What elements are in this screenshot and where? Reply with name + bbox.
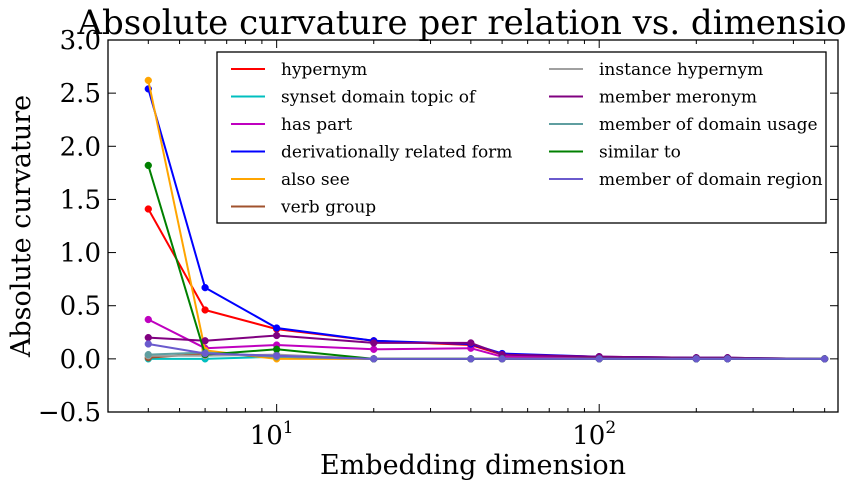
- data-point: [467, 355, 475, 363]
- series-layer: [144, 76, 829, 363]
- y-tick-label: 1.5: [60, 185, 101, 215]
- y-axis-label: Absolute curvature: [6, 95, 37, 358]
- data-point: [273, 331, 281, 340]
- data-point: [273, 345, 281, 353]
- data-point: [144, 161, 152, 170]
- x-tick-base: 10: [250, 421, 283, 451]
- legend-label: hypernym: [281, 60, 367, 80]
- data-point: [201, 283, 209, 292]
- legend-label: synset domain topic of: [281, 88, 477, 108]
- data-point: [820, 355, 829, 363]
- data-point: [467, 339, 475, 347]
- legend-label: instance hypernym: [599, 60, 763, 80]
- x-tick-exponent: 2: [605, 418, 616, 438]
- series-line-2: [147, 318, 825, 360]
- x-tick-base: 10: [572, 421, 605, 451]
- y-tick-label: 0.5: [60, 292, 101, 322]
- y-tick-label: 1.0: [60, 239, 101, 269]
- data-point: [201, 337, 209, 345]
- y-tick-label: 2.5: [60, 79, 101, 109]
- x-axis-label: Embedding dimension: [320, 450, 626, 481]
- data-point: [370, 345, 378, 353]
- data-point: [370, 355, 378, 363]
- data-point: [144, 340, 152, 348]
- legend-label: member of domain region: [599, 170, 823, 190]
- data-point: [273, 352, 281, 360]
- data-point: [595, 355, 603, 363]
- legend-label: member of domain usage: [599, 115, 818, 135]
- data-point: [273, 324, 281, 332]
- series-line-10: [148, 343, 825, 360]
- y-tick-label: 0.0: [60, 345, 101, 375]
- legend-label: similar to: [599, 143, 681, 163]
- series-line-7: [148, 334, 825, 360]
- y-tick-label: 2.0: [60, 132, 101, 162]
- series-line-0: [147, 208, 825, 360]
- y-tick-label: −0.5: [38, 398, 101, 428]
- legend-label: verb group: [280, 198, 376, 218]
- chart-title: Absolute curvature per relation vs. dime…: [76, 3, 846, 43]
- x-tick-exponent: 1: [283, 418, 294, 438]
- y-tick-label: 3.0: [60, 26, 101, 56]
- data-point: [144, 205, 152, 213]
- data-point: [692, 355, 700, 363]
- plot-frame: [107, 39, 839, 413]
- data-point: [201, 349, 209, 358]
- data-point: [144, 76, 152, 85]
- legend-label: has part: [281, 115, 352, 135]
- legend: hypernym synset domain topic of has part de…: [216, 51, 827, 224]
- data-point: [144, 315, 152, 324]
- legend-label: derivationally related form: [281, 143, 512, 163]
- data-point: [370, 339, 378, 347]
- legend-frame: [216, 51, 827, 224]
- data-point: [723, 355, 732, 363]
- legend-label: member meronym: [599, 88, 757, 108]
- x-tick-label: 101: [250, 418, 294, 451]
- data-point: [144, 350, 152, 359]
- data-point: [498, 355, 506, 363]
- data-point: [201, 306, 209, 314]
- x-tick-label: 102: [572, 418, 616, 451]
- legend-label: also see: [281, 170, 350, 190]
- data-point: [144, 333, 152, 342]
